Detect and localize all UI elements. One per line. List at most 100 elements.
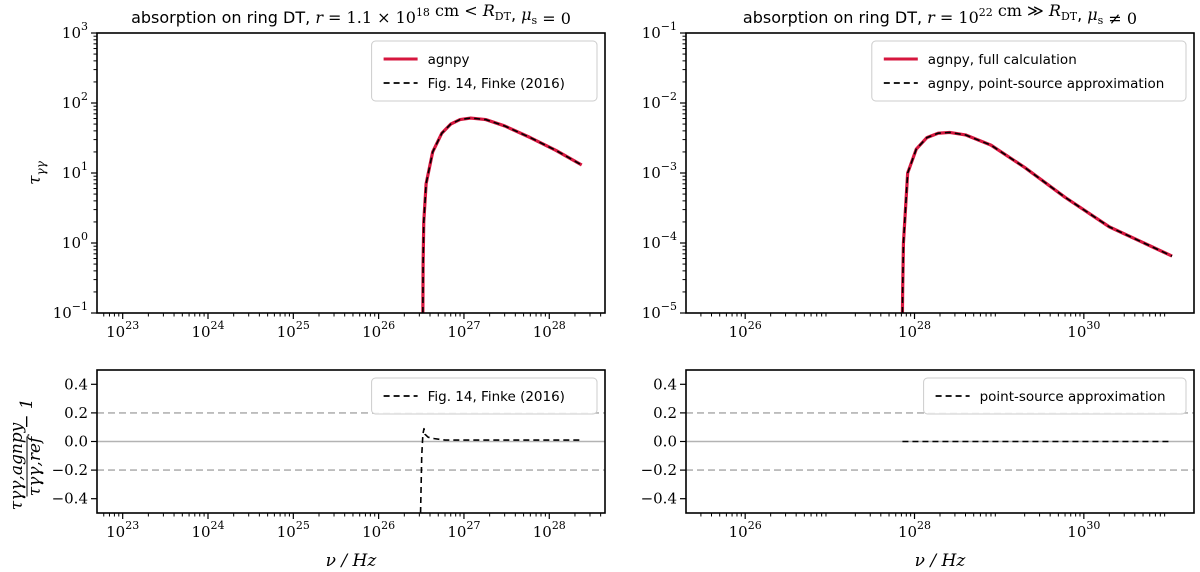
y-tick-label: 10−2 <box>642 90 677 112</box>
legend-label: agnpy, point-source approximation <box>928 76 1165 92</box>
x-tick-label: 1027 <box>447 519 480 541</box>
y-tick-label-exp: −5 <box>661 300 677 313</box>
legend-frame <box>371 377 598 415</box>
x-tick-label: 1028 <box>898 519 931 541</box>
y-axis-label-numerator: τγγ,agnpy <box>7 422 27 510</box>
y-tick-label: 0.0 <box>64 433 88 451</box>
x-tick-label-mant: 10 <box>1067 323 1086 341</box>
x-tick-label-exp: 30 <box>1086 519 1100 532</box>
x-tick-label: 1026 <box>362 519 395 541</box>
y-tick-label: 10−5 <box>642 300 677 322</box>
legend: agnpy Fig. 14, Finke (2016) <box>371 40 598 102</box>
chart-title: absorption on ring DT, r = 1022 cm ≫ RDT… <box>743 1 1137 28</box>
legend-frame <box>923 377 1187 415</box>
chart-title-run: absorption on ring DT, <box>131 8 315 27</box>
series-line-agnpy <box>421 116 583 313</box>
x-tick-label-mant: 10 <box>362 323 381 341</box>
y-tick-label: 103 <box>62 20 88 42</box>
y-tick-label: −0.2 <box>641 461 677 479</box>
y-tick-label: 101 <box>62 160 88 182</box>
chart-title-run: μ <box>1087 5 1097 24</box>
y-tick-label-exp: 1 <box>81 160 88 173</box>
y-tick-label-mant: 10 <box>62 94 81 112</box>
x-tick-label: 1025 <box>277 519 310 541</box>
chart-title-run: R <box>1048 1 1061 20</box>
x-tick-label: 1028 <box>898 319 931 341</box>
x-tick-label-mant: 10 <box>191 323 210 341</box>
legend-label: point-source approximation <box>980 389 1166 405</box>
legend: agnpy, full calculation agnpy, point-sour… <box>871 40 1187 102</box>
series-group <box>419 427 582 513</box>
y-tick-label-exp: 2 <box>81 90 88 103</box>
x-tick-label-exp: 28 <box>917 519 931 532</box>
y-tick-label-exp: 0 <box>81 230 88 243</box>
x-tick-label: 1023 <box>106 519 139 541</box>
y-tick-label-mant: 10 <box>642 94 661 112</box>
x-tick-label: 1028 <box>533 519 566 541</box>
x-tick-label-exp: 23 <box>125 519 139 532</box>
x-tick-label-exp: 27 <box>466 519 480 532</box>
x-tick-label: 1026 <box>729 519 762 541</box>
x-tick-label-mant: 10 <box>1067 523 1086 541</box>
y-tick-label-exp: −3 <box>661 160 677 173</box>
chart-title-run: r <box>315 8 324 27</box>
series-group <box>421 116 583 313</box>
y-tick-label: 10−3 <box>642 160 677 182</box>
legend: Fig. 14, Finke (2016) <box>371 377 598 415</box>
y-tick-label: 0.0 <box>653 433 677 451</box>
panel-bottom-left: 1023 1024 1025 1026 1027 1028−0.4−0.20.00.20.… <box>7 369 606 571</box>
y-tick-label-mant: 10 <box>642 164 661 182</box>
y-tick-label: 0.4 <box>64 375 88 393</box>
x-tick-label-mant: 10 <box>898 523 917 541</box>
chart-title-run: ≠ 0 <box>1103 9 1137 28</box>
y-tick-label: 0.2 <box>653 404 677 422</box>
series-line-fig-14-finke-2016- <box>422 117 583 313</box>
chart-title-run: s <box>532 14 538 27</box>
y-tick-label-mant: 10 <box>53 304 72 322</box>
chart-title-run: 22 <box>979 6 993 19</box>
x-tick-label-exp: 23 <box>125 319 139 332</box>
y-tick-label: −0.4 <box>52 490 88 508</box>
x-tick-label: 1030 <box>1067 319 1100 341</box>
y-tick-label-exp: −1 <box>661 20 677 33</box>
y-tick-label-exp: −4 <box>661 230 677 243</box>
chart-title: absorption on ring DT, r = 1.1 × 1018 cm… <box>131 1 571 28</box>
x-tick-label-mant: 10 <box>106 323 125 341</box>
y-tick-label-mant: 10 <box>642 24 661 42</box>
x-tick-label-exp: 26 <box>381 319 395 332</box>
x-tick-label-exp: 24 <box>211 319 225 332</box>
y-axis-label-minus-one: − 1 <box>17 398 37 428</box>
y-tick-label: 10−4 <box>642 230 677 252</box>
chart-title-run: R <box>482 1 495 20</box>
y-axis-label-sub: γγ <box>34 160 48 175</box>
legend: point-source approximation <box>923 377 1187 415</box>
x-tick-label: 1028 <box>533 319 566 341</box>
x-tick-label-exp: 28 <box>552 519 566 532</box>
x-tick-label-mant: 10 <box>277 523 296 541</box>
x-tick-label: 1026 <box>362 319 395 341</box>
x-tick-label-mant: 10 <box>898 323 917 341</box>
chart-title-run: s <box>1098 14 1104 27</box>
y-tick-label: 10−1 <box>642 20 677 42</box>
x-tick-label: 1025 <box>277 319 310 341</box>
chart-title-run: DT <box>495 10 512 23</box>
chart-title-run: = 0 <box>537 9 571 28</box>
x-axis-label: ν / Hz <box>915 551 967 571</box>
x-tick-label: 1023 <box>106 319 139 341</box>
y-tick-label-mant: 10 <box>62 24 81 42</box>
y-axis-label-denominator: τγγ,ref <box>25 434 45 496</box>
y-axis-label-main: τ <box>25 175 45 185</box>
series-line-agnpy-point-source-approximation <box>901 131 1173 313</box>
x-tick-label-mant: 10 <box>447 523 466 541</box>
panel-top-left: 1023 1024 1025 1026 1027 102810−1100101102103… <box>25 1 606 341</box>
legend-label: Fig. 14, Finke (2016) <box>428 76 565 92</box>
y-tick-label: 102 <box>62 90 88 112</box>
x-tick-label-exp: 27 <box>466 319 480 332</box>
legend-frame <box>371 40 598 102</box>
x-tick-label-mant: 10 <box>447 323 466 341</box>
x-tick-label-exp: 28 <box>552 319 566 332</box>
legend-label: Fig. 14, Finke (2016) <box>428 389 565 405</box>
legend-frame <box>871 40 1187 102</box>
